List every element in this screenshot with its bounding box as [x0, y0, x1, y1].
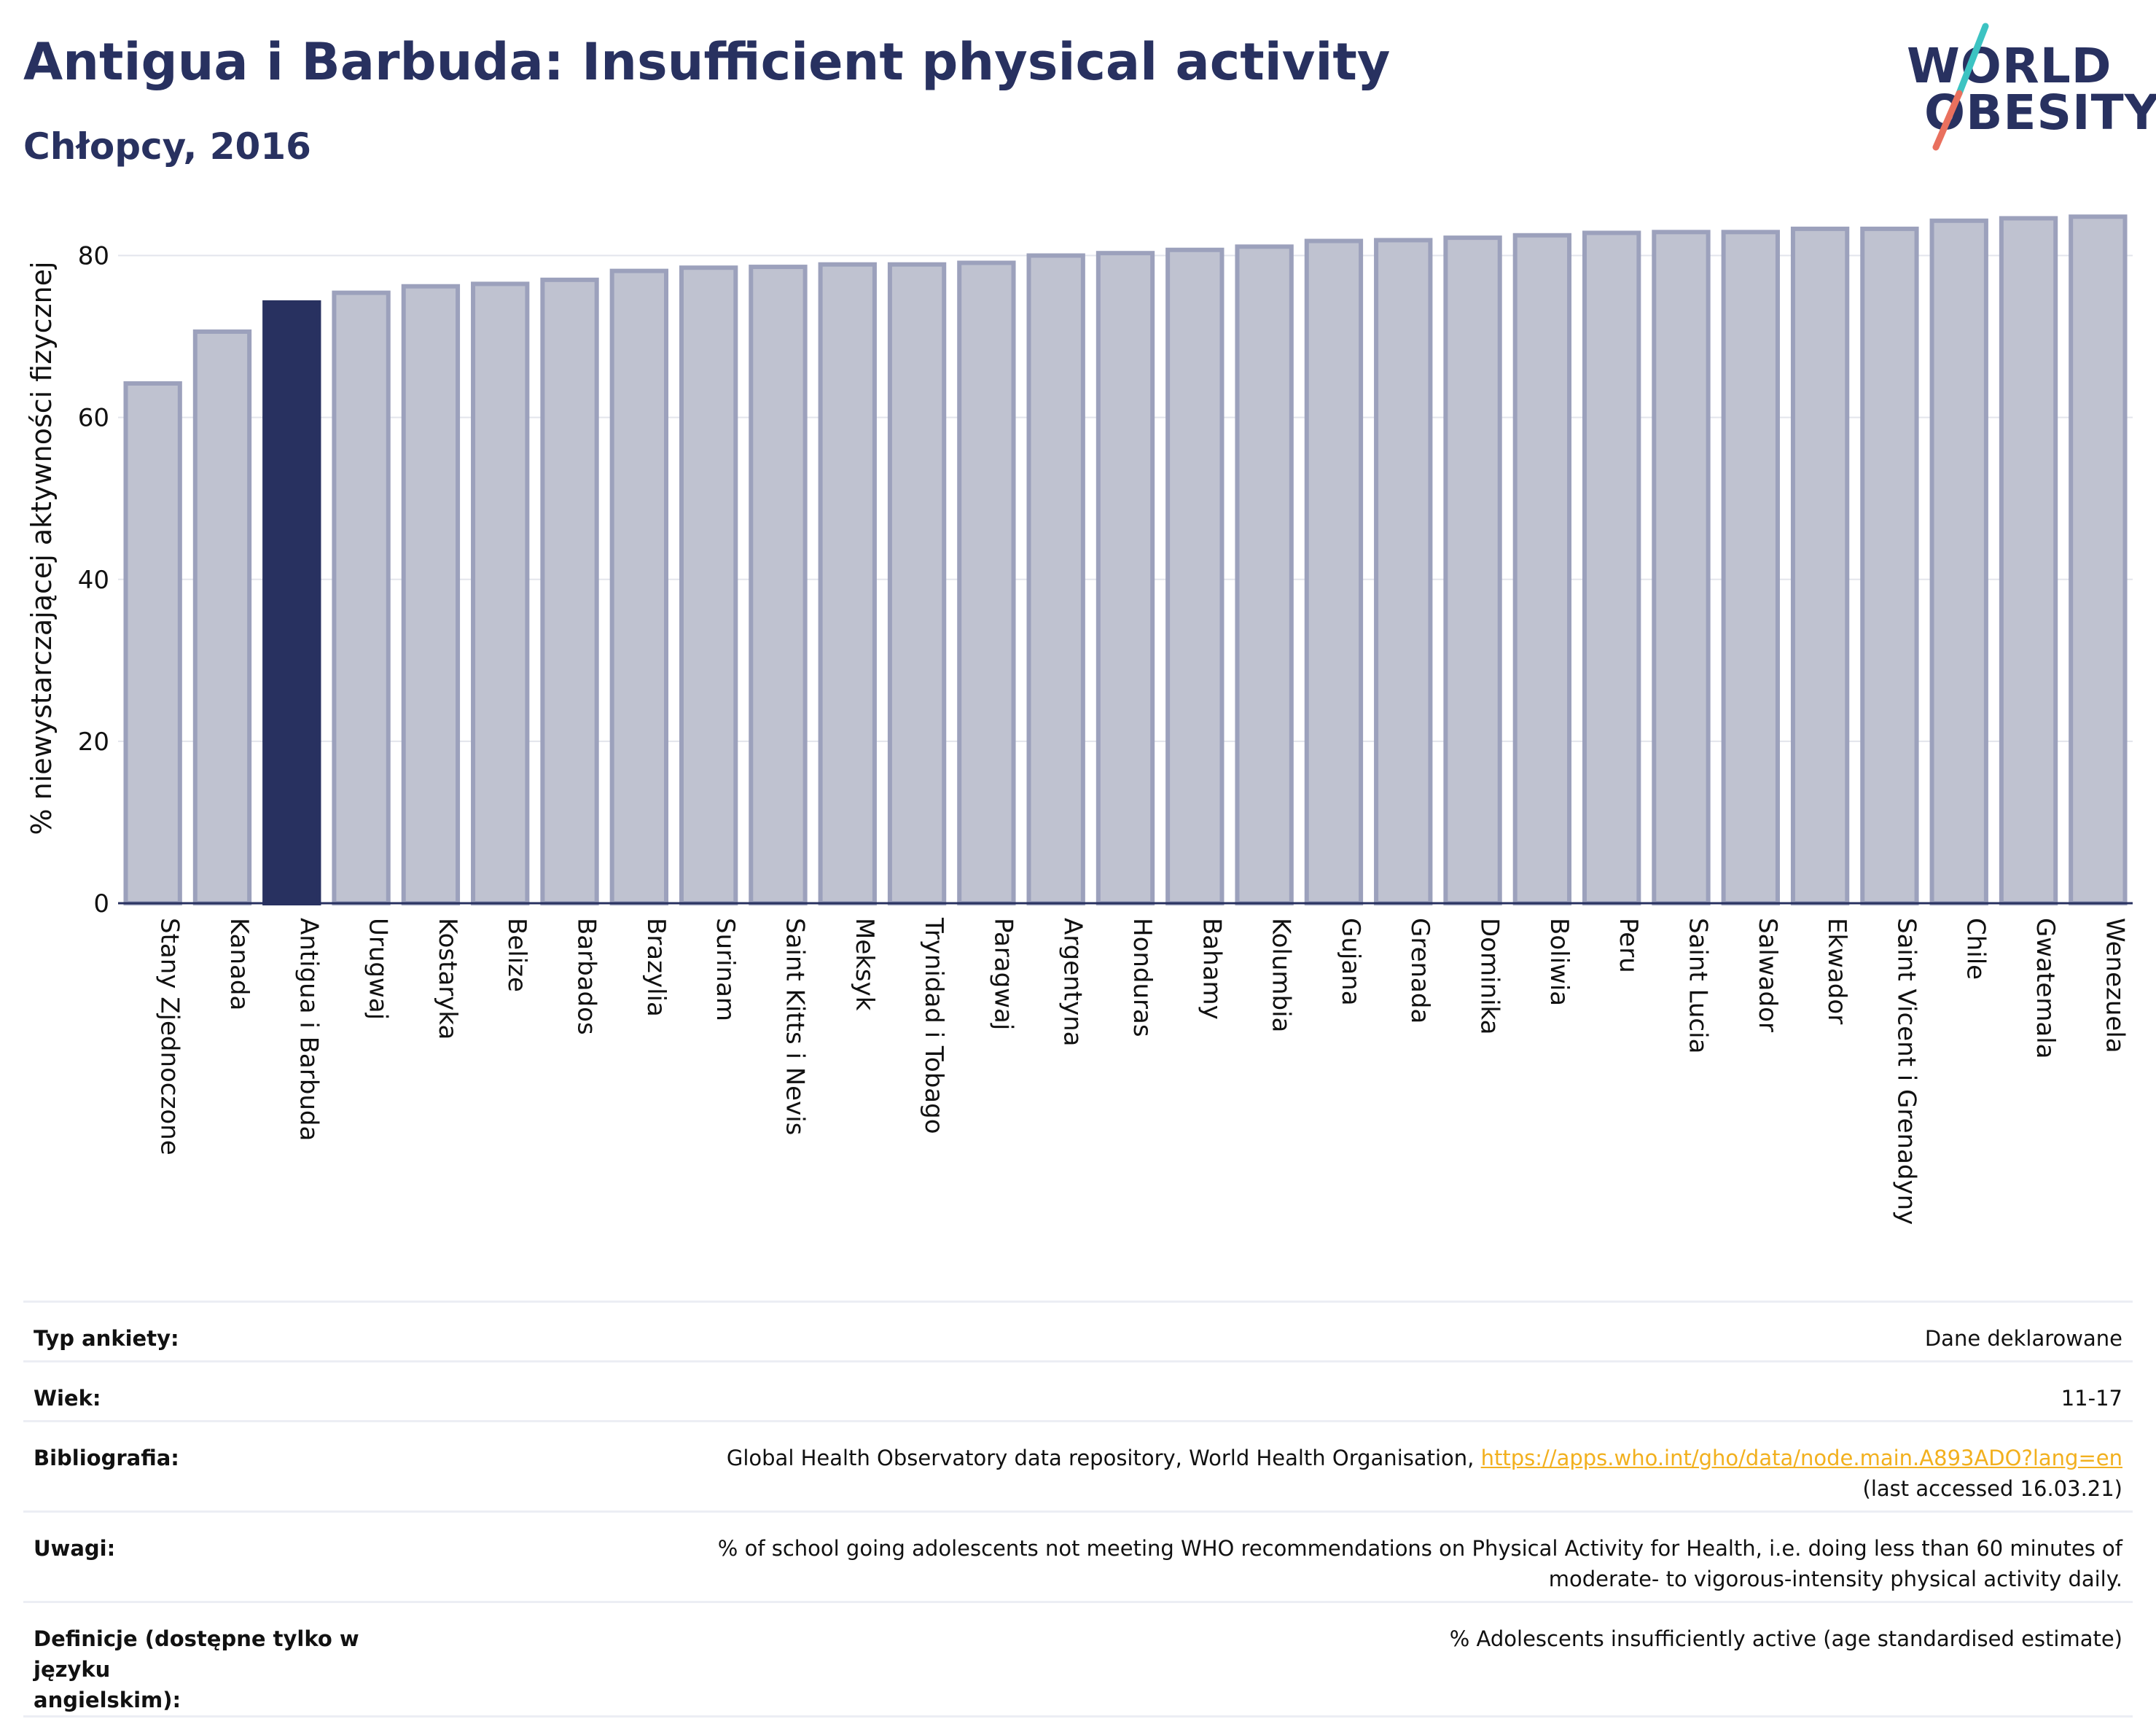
bar	[887, 262, 947, 905]
logo-word-1: WORLD	[1907, 38, 2112, 94]
axes: 0 20 40 60 80 Stany Zjednoczone Kanada Antigua …	[78, 242, 2133, 1225]
bar	[1929, 218, 1988, 905]
bar	[957, 260, 1016, 905]
bar	[1235, 244, 1294, 905]
bar	[1582, 230, 1641, 906]
x-tick-label: Saint Vicent i Grenadyny	[1891, 918, 1921, 1225]
info-label: Typ ankiety:	[23, 1301, 452, 1362]
info-value: Dane deklarowane	[452, 1301, 2133, 1362]
page-subtitle: Chłopcy, 2016	[23, 125, 311, 168]
definitions-label-1: Definicje (dostępne tylko w języku	[34, 1626, 359, 1682]
bar	[749, 265, 808, 905]
x-tick-label: Trynidad i Tobago	[919, 917, 948, 1134]
notes-line-2: moderate- to vigorous-intensity physical…	[1548, 1567, 2122, 1591]
x-tick-label: Bahamy	[1197, 918, 1226, 1020]
bar	[1165, 247, 1225, 905]
bar	[1999, 216, 2058, 905]
logo-slash-icon	[1932, 23, 1989, 151]
bar	[1721, 230, 1780, 906]
x-tick-label: Gwatemala	[2031, 918, 2060, 1058]
info-row-bibliography: Bibliografia: Global Health Observatory …	[23, 1420, 2133, 1512]
bar	[1374, 238, 1433, 905]
x-tick-label: Paragwaj	[988, 918, 1018, 1030]
world-obesity-logo: WORLD OBESITY	[1895, 22, 2156, 153]
x-tick-label: Stany Zjednoczone	[155, 918, 184, 1155]
info-value: % of school going adolescents not meetin…	[452, 1510, 2133, 1602]
bar	[1095, 251, 1155, 905]
x-tick-label: Gujana	[1336, 918, 1365, 1006]
bar-highlight	[262, 300, 321, 905]
bar	[1860, 226, 1919, 905]
info-label: Wiek:	[23, 1360, 452, 1422]
x-tick-label: Argentyna	[1058, 918, 1087, 1047]
logo-word-2: OBESITY	[1924, 85, 2156, 141]
bar	[401, 284, 461, 905]
info-table: Typ ankiety: Dane deklarowane Wiek: 11-1…	[23, 1301, 2133, 1718]
info-label: Bibliografia:	[23, 1420, 452, 1512]
x-tick-label: Salwador	[1753, 918, 1782, 1032]
x-tick-label: Ekwador	[1822, 918, 1851, 1024]
info-label: Uwagi:	[23, 1510, 452, 1602]
x-tick-label: Kanada	[224, 918, 254, 1010]
x-tick-label: Chile	[1961, 918, 1991, 980]
info-value: 11-17	[452, 1360, 2133, 1422]
info-row-age: Wiek: 11-17	[23, 1360, 2133, 1422]
info-value: % Adolescents insufficiently active (age…	[452, 1601, 2133, 1718]
x-tick-label: Boliwia	[1544, 918, 1574, 1006]
bar	[471, 281, 530, 905]
definitions-label-2: angielskim):	[34, 1688, 181, 1712]
bars	[123, 214, 2128, 906]
x-tick-label: Dominika	[1475, 918, 1504, 1034]
x-tick-label: Surinam	[711, 918, 740, 1021]
x-tick-label: Saint Kitts i Nevis	[780, 918, 809, 1135]
page-title: Antigua i Barbuda: Insufficient physical…	[23, 32, 1391, 92]
x-tick-label: Grenada	[1405, 918, 1434, 1024]
x-tick-label: Urugwaj	[364, 918, 393, 1020]
x-tick-label: Kolumbia	[1267, 918, 1296, 1032]
info-value: Global Health Observatory data repositor…	[452, 1420, 2133, 1512]
y-tick-label: 20	[78, 728, 109, 757]
x-tick-label: Honduras	[1128, 918, 1157, 1037]
y-tick-label: 60	[78, 404, 109, 433]
bar	[192, 329, 252, 906]
bar	[1652, 230, 1711, 906]
x-tick-label: Brazylia	[641, 918, 671, 1017]
info-label: Definicje (dostępne tylko w języku angie…	[23, 1601, 452, 1718]
x-tick-label: Antigua i Barbuda	[294, 918, 323, 1141]
bar-chart: 0 20 40 60 80 Stany Zjednoczone Kanada Antigua …	[26, 214, 2133, 1225]
bar	[818, 262, 877, 905]
x-tick-label: Wenezuela	[2100, 918, 2129, 1053]
access-note: (last accessed 16.03.21)	[1862, 1476, 2122, 1501]
info-row-definitions: Definicje (dostępne tylko w języku angie…	[23, 1601, 2133, 1718]
source-link[interactable]: https://apps.who.int/gho/data/node.main.…	[1480, 1446, 2122, 1470]
bar	[2069, 214, 2128, 905]
y-tick-label: 0	[93, 889, 109, 919]
bar	[1026, 253, 1085, 905]
x-tick-label: Peru	[1614, 918, 1643, 973]
x-tick-label: Barbados	[572, 918, 601, 1035]
x-tick-label: Meksyk	[850, 918, 879, 1011]
x-tick-label: Belize	[502, 918, 531, 992]
y-tick-label: 80	[78, 242, 109, 271]
x-tick-label: Saint Lucia	[1683, 918, 1712, 1053]
bar	[1443, 235, 1502, 905]
bar	[1512, 233, 1572, 905]
bibliography-text: Global Health Observatory data repositor…	[726, 1446, 1475, 1470]
bar	[1790, 226, 1850, 905]
bar	[679, 265, 738, 905]
bar	[332, 290, 391, 906]
bar	[1304, 238, 1364, 905]
bar	[123, 381, 182, 905]
x-tick-label: Kostaryka	[433, 918, 462, 1040]
info-row-notes: Uwagi: % of school going adolescents not…	[23, 1510, 2133, 1602]
info-row-survey-type: Typ ankiety: Dane deklarowane	[23, 1301, 2133, 1362]
notes-line-1: % of school going adolescents not meetin…	[717, 1536, 2122, 1561]
bar	[609, 268, 668, 905]
y-axis-label: % niewystarczającej aktywności fizycznej	[26, 261, 58, 835]
bar	[540, 277, 599, 905]
y-tick-label: 40	[78, 566, 109, 595]
